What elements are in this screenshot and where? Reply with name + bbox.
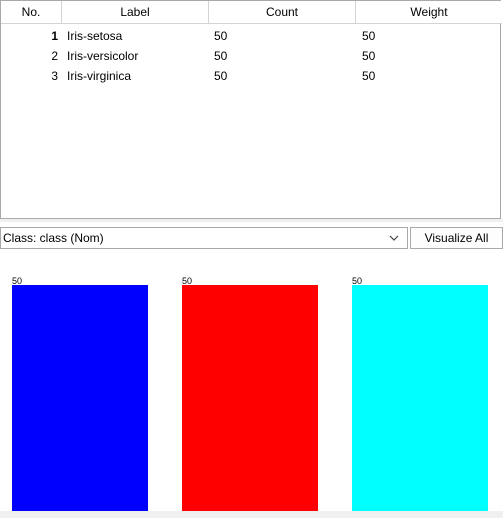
bar-value-label: 50 (12, 276, 22, 286)
row-number: 1 (51, 29, 58, 43)
column-header-label[interactable]: Label (62, 1, 209, 24)
bar-iris-versicolor (182, 285, 318, 511)
bar-iris-setosa (12, 285, 148, 511)
table-row[interactable]: 3 Iris-virginica 50 50 (1, 66, 500, 86)
row-count: 50 (214, 69, 228, 83)
row-label: Iris-virginica (67, 69, 132, 83)
bar-chart: 50 50 50 (12, 276, 488, 511)
status-strip (0, 511, 503, 518)
column-header-no[interactable]: No. (1, 1, 62, 24)
class-table[interactable]: No. Label Count Weight 1 Iris-setosa 50 … (0, 0, 502, 219)
table-header: No. Label Count Weight (1, 1, 502, 25)
class-distribution-chart: 50 50 50 (0, 252, 503, 518)
class-select[interactable]: Class: class (Nom) (0, 227, 408, 249)
row-label: Iris-setosa (67, 29, 123, 43)
bar-value-label: 50 (352, 276, 362, 286)
class-select-value: Class: class (Nom) (3, 231, 104, 245)
row-label: Iris-versicolor (67, 49, 139, 63)
chevron-down-icon[interactable] (389, 233, 399, 243)
row-number: 3 (51, 69, 58, 83)
bar-value-label: 50 (182, 276, 192, 286)
visualize-all-button[interactable]: Visualize All (410, 227, 503, 249)
table-row[interactable]: 1 Iris-setosa 50 50 (1, 26, 500, 46)
row-number: 2 (51, 49, 58, 63)
bar-iris-virginica (352, 285, 488, 511)
table-row[interactable]: 2 Iris-versicolor 50 50 (1, 46, 500, 66)
row-count: 50 (214, 29, 228, 43)
column-header-count[interactable]: Count (209, 1, 356, 24)
row-weight: 50 (362, 69, 376, 83)
row-count: 50 (214, 49, 228, 63)
panel-divider[interactable] (0, 219, 503, 222)
row-weight: 50 (362, 29, 376, 43)
column-header-weight[interactable]: Weight (356, 1, 502, 24)
row-weight: 50 (362, 49, 376, 63)
